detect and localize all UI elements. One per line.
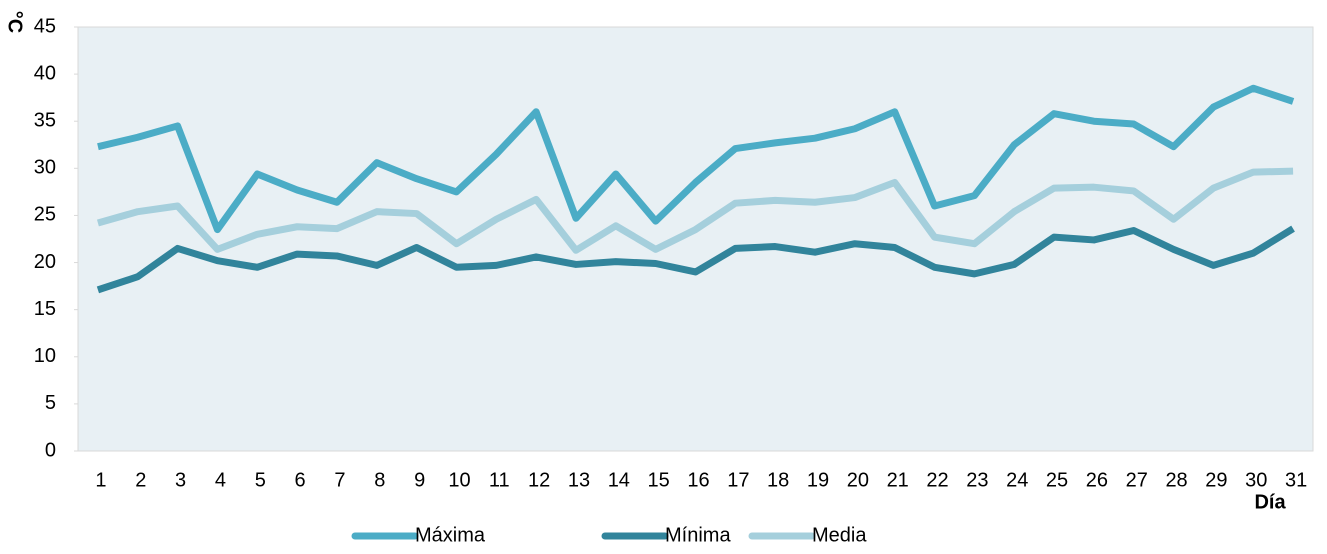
x-tick-label: 4 — [215, 469, 226, 491]
x-tick-label: 10 — [448, 469, 470, 491]
x-tick-label: 27 — [1126, 469, 1148, 491]
x-tick-label: 12 — [528, 469, 550, 491]
y-axis-label: °C — [4, 11, 26, 33]
x-tick-label: 31 — [1285, 469, 1307, 491]
data-line — [96, 167, 1294, 254]
x-tick-label: 9 — [414, 469, 425, 491]
y-tick-label: 5 — [45, 392, 56, 414]
x-tick-label: 20 — [847, 469, 869, 491]
x-tick-label: 13 — [568, 469, 590, 491]
y-tick-label: 25 — [34, 204, 56, 226]
x-tick-label: 11 — [489, 469, 510, 491]
y-tick-label: 10 — [34, 345, 56, 367]
y-tick-label: 40 — [34, 62, 56, 84]
x-tick-label: 14 — [608, 469, 630, 491]
x-tick-label: 7 — [334, 469, 345, 491]
legend-label: Máxima — [415, 524, 486, 546]
x-tick-label: 18 — [767, 469, 789, 491]
data-line — [97, 84, 1295, 234]
plot-area — [77, 26, 1314, 452]
legend-label: Media — [812, 524, 867, 546]
x-tick-label: 15 — [648, 469, 670, 491]
x-tick-label: 19 — [807, 469, 829, 491]
x-tick-label: 6 — [295, 469, 306, 491]
x-tick-label: 24 — [1006, 469, 1028, 491]
x-tick-label: 21 — [887, 469, 909, 491]
y-tick-label: 0 — [45, 439, 56, 461]
x-tick-label: 29 — [1205, 469, 1227, 491]
y-tick-label: 45 — [34, 15, 56, 37]
x-tick-label: 8 — [374, 469, 385, 491]
x-tick-label: 30 — [1245, 469, 1267, 491]
x-tick-label: 16 — [687, 469, 709, 491]
y-tick-label: 30 — [34, 157, 56, 179]
x-tick-label: 5 — [255, 469, 266, 491]
x-tick-label: 23 — [966, 469, 988, 491]
x-tick-label: 1 — [95, 469, 106, 491]
x-tick-label: 3 — [175, 469, 186, 491]
x-axis-label: Día — [1254, 491, 1286, 513]
x-tick-label: 17 — [727, 469, 749, 491]
x-tick-label: 25 — [1046, 469, 1068, 491]
y-tick-label: 35 — [34, 110, 56, 132]
x-tick-label: 22 — [926, 469, 948, 491]
x-tick-label: 28 — [1165, 469, 1187, 491]
y-tick-label: 20 — [34, 251, 56, 273]
data-line — [96, 225, 1295, 294]
legend-label: Mínima — [665, 524, 731, 546]
y-tick-label: 15 — [34, 298, 56, 320]
x-tick-label: 2 — [135, 469, 146, 491]
x-tick-label: 26 — [1086, 469, 1108, 491]
